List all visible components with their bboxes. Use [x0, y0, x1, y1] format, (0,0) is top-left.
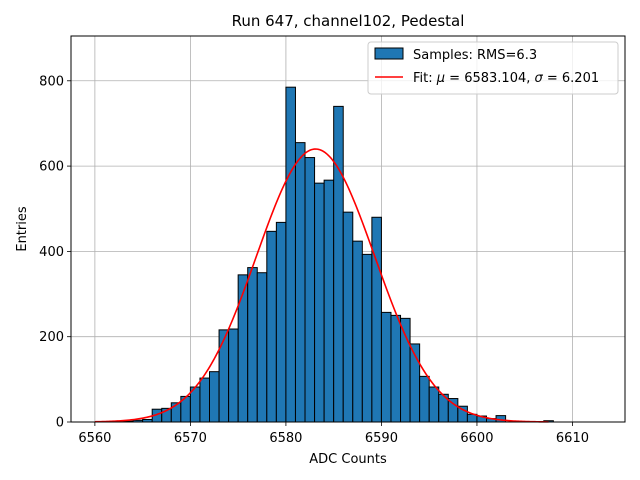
legend-fit-sigma-symbol: σ: [535, 71, 544, 86]
x-tick-label: 6600: [460, 431, 493, 446]
histogram-bar: [352, 240, 363, 423]
histogram-bar: [342, 211, 354, 423]
histogram-bar: [361, 253, 373, 423]
histogram-bar: [294, 142, 306, 423]
x-tick-label: 6580: [269, 431, 302, 446]
histogram-bar: [314, 182, 325, 423]
fit-curve: [94, 148, 549, 423]
legend-histogram-swatch: [374, 47, 404, 60]
legend: Samples: RMS=6.3 Fit: μ = 6583.104, σ = …: [367, 41, 619, 95]
y-tick-label: 200: [39, 330, 64, 345]
legend-fit-mu-symbol: μ: [436, 71, 445, 86]
histogram-bar: [371, 216, 382, 423]
legend-fit-prefix: Fit:: [413, 71, 437, 86]
x-tick-label: 6570: [174, 431, 207, 446]
x-axis-ticks: 6560 6570 6580 6590 6600 6610: [78, 422, 589, 446]
y-tick-label: 0: [56, 416, 64, 431]
histogram-bars: [113, 86, 554, 423]
chart-title: Run 647, channel102, Pedestal: [232, 12, 465, 30]
histogram-bar: [209, 371, 220, 423]
y-axis-ticks: 0 200 400 600 800: [39, 74, 71, 431]
histogram-bar: [256, 272, 268, 423]
histogram-bar: [304, 157, 316, 423]
y-axis-label: Entries: [15, 206, 30, 252]
plot-frame: [70, 35, 626, 423]
histogram-bar: [237, 274, 249, 423]
histogram-bar: [390, 314, 402, 423]
histogram-bar: [247, 267, 258, 423]
histogram-bar: [218, 329, 230, 423]
legend-fit-sigma-value: = 6.201: [543, 71, 599, 86]
histogram-bar: [419, 375, 430, 423]
y-tick-label: 400: [39, 245, 64, 260]
histogram-bar: [428, 386, 440, 423]
legend-box: [367, 41, 619, 95]
legend-fit-mu-value: = 6583.104,: [445, 71, 534, 86]
legend-histogram-label: Samples: RMS=6.3: [413, 48, 537, 63]
histogram-bar: [266, 230, 277, 423]
histogram-bar: [275, 221, 287, 423]
y-tick-label: 600: [39, 160, 64, 175]
histogram-bar: [199, 377, 210, 423]
histogram-bar: [323, 179, 335, 423]
histogram-bar: [285, 86, 296, 423]
histogram-bar: [333, 105, 344, 423]
histogram-bar: [447, 398, 459, 423]
histogram-bar: [380, 311, 392, 423]
histogram-bar: [228, 328, 239, 423]
legend-fit-label: Fit: μ = 6583.104, σ = 6.201: [413, 71, 599, 86]
y-tick-label: 800: [39, 74, 64, 89]
x-tick-label: 6560: [78, 431, 111, 446]
x-axis-label: ADC Counts: [309, 452, 387, 467]
x-tick-label: 6590: [365, 431, 398, 446]
x-tick-label: 6610: [556, 431, 589, 446]
